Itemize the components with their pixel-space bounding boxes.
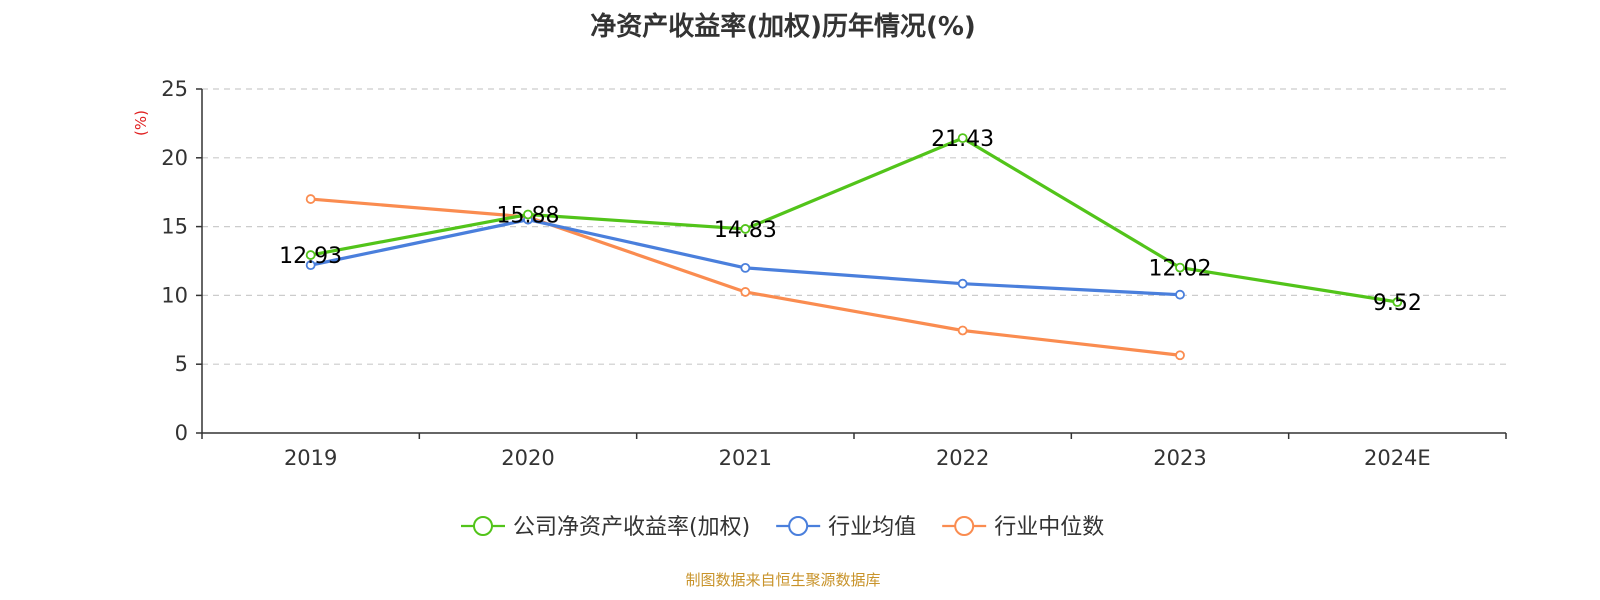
x-tick-label: 2021 bbox=[719, 446, 772, 470]
y-tick-label: 15 bbox=[161, 215, 188, 239]
data-labels: 12.93 15.88 14.83 21.43 12.02 9.52 bbox=[279, 127, 1422, 316]
y-tick-label: 5 bbox=[175, 352, 188, 376]
x-tick-label: 2019 bbox=[284, 446, 337, 470]
legend-label: 公司净资产收益率(加权) bbox=[513, 515, 750, 540]
y-tick-label: 25 bbox=[161, 77, 188, 101]
chart-title: 净资产收益率(加权)历年情况(%) bbox=[590, 12, 976, 42]
legend-item-1[interactable]: 行业均值 bbox=[776, 515, 916, 540]
legend-marker bbox=[954, 516, 975, 536]
x-tick-label: 2023 bbox=[1153, 446, 1206, 470]
data-point-1[interactable] bbox=[740, 262, 751, 273]
x-tick-label: 2024E bbox=[1364, 446, 1431, 470]
y-axis-unit-label: (%) bbox=[132, 110, 150, 136]
data-source-note: 制图数据来自恒生聚源数据库 bbox=[685, 571, 881, 589]
data-point-0[interactable] bbox=[957, 133, 968, 144]
data-point-2[interactable] bbox=[305, 194, 316, 204]
data-point-2[interactable] bbox=[740, 287, 751, 297]
legend-item-2[interactable]: 行业中位数 bbox=[942, 515, 1104, 540]
y-tick-label: 10 bbox=[161, 283, 188, 307]
data-point-2[interactable] bbox=[1175, 350, 1185, 361]
series-lines bbox=[305, 133, 1403, 361]
grid-lines bbox=[202, 88, 1506, 365]
x-tick-label: 2020 bbox=[501, 446, 554, 470]
data-point-0[interactable] bbox=[1392, 297, 1403, 307]
legend-marker bbox=[788, 516, 809, 536]
data-label: 14.83 bbox=[714, 218, 777, 243]
y-tick-label: 20 bbox=[161, 146, 188, 170]
legend-label: 行业中位数 bbox=[994, 515, 1104, 540]
data-label: 9.52 bbox=[1373, 291, 1422, 316]
legend-item-0[interactable]: 公司净资产收益率(加权) bbox=[461, 515, 750, 540]
data-point-1[interactable] bbox=[305, 260, 316, 271]
data-point-0[interactable] bbox=[1175, 262, 1185, 273]
y-tick-label: 0 bbox=[175, 421, 188, 445]
data-label: 15.88 bbox=[497, 203, 560, 228]
data-label: 12.93 bbox=[279, 244, 342, 269]
data-label: 12.02 bbox=[1149, 257, 1212, 282]
data-point-2[interactable] bbox=[957, 325, 968, 336]
data-label: 21.43 bbox=[931, 127, 994, 152]
legend-label: 行业均值 bbox=[828, 515, 916, 540]
series-line-0 bbox=[310, 136, 1398, 304]
data-point-0[interactable] bbox=[523, 209, 533, 220]
data-point-1[interactable] bbox=[1175, 289, 1185, 300]
axes: 0 5 10 15 20 25 2019 2020 2021 2022 2023 2024E (%) bbox=[132, 77, 1507, 470]
data-point-1[interactable] bbox=[957, 278, 968, 289]
data-point-0[interactable] bbox=[305, 250, 316, 260]
data-point-0[interactable] bbox=[740, 224, 751, 234]
legend[interactable]: 公司净资产收益率(加权) 行业均值 行业中位数 bbox=[461, 515, 1104, 540]
x-tick-label: 2022 bbox=[936, 446, 989, 470]
legend-marker bbox=[473, 516, 493, 536]
